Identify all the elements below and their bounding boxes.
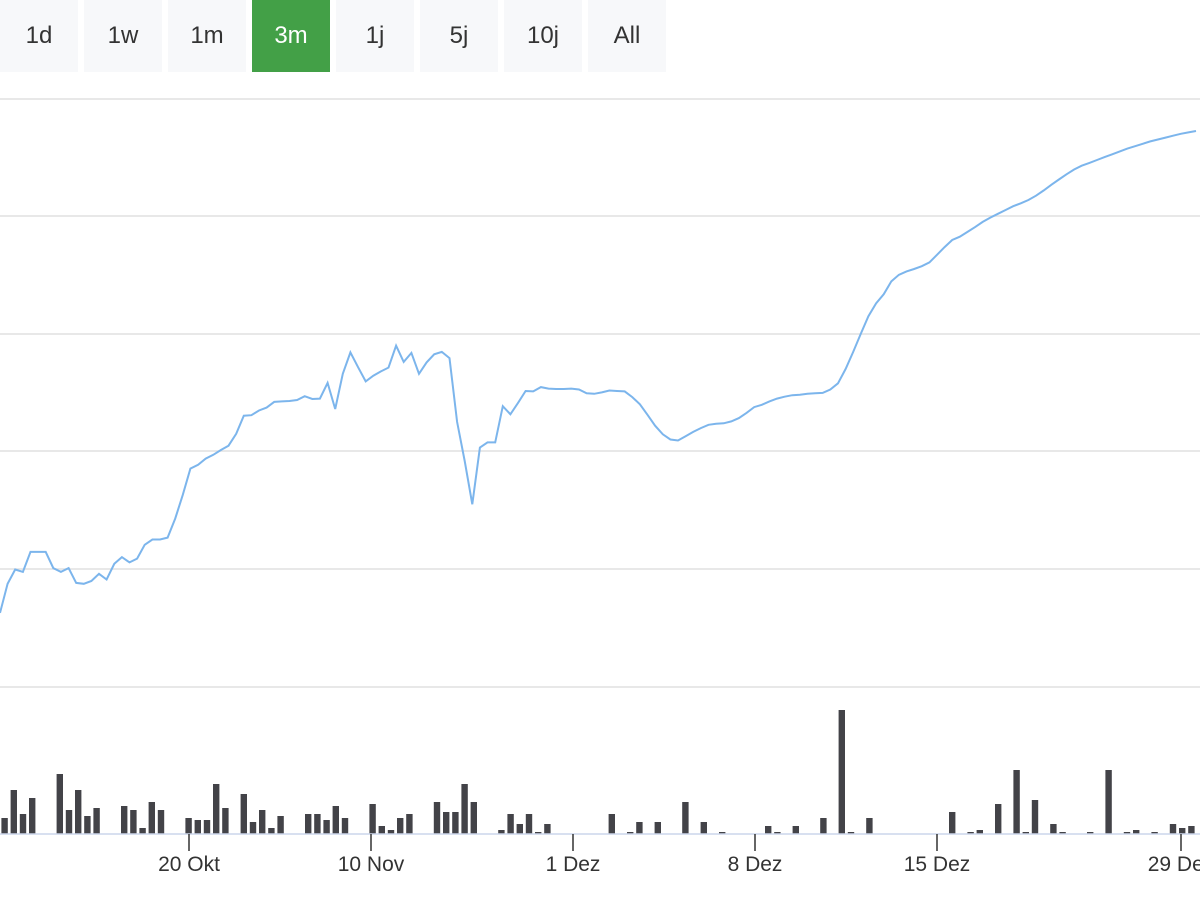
- range-button-1d[interactable]: 1d: [0, 0, 78, 72]
- volume-bar: [765, 826, 772, 834]
- volume-bar: [1, 818, 8, 834]
- volume-bar: [967, 832, 974, 834]
- volume-bar: [157, 810, 165, 834]
- volume-bar: [470, 802, 477, 834]
- range-button-1m[interactable]: 1m: [168, 0, 246, 72]
- x-axis: 20 Okt 10 Nov 1 Dez 8 Dez 15 Dez 29 Dez: [0, 833, 1200, 876]
- volume-bar: [268, 828, 275, 834]
- volume-bar: [1169, 824, 1177, 834]
- volume-bar: [130, 810, 137, 834]
- volume-bars: [1, 710, 1195, 834]
- volume-bar: [194, 820, 201, 834]
- volume-bar: [93, 808, 100, 834]
- x-tick-label: 1 Dez: [546, 853, 601, 876]
- range-button-all[interactable]: All: [588, 0, 666, 72]
- volume-bar: [1031, 800, 1039, 834]
- volume-bar: [19, 814, 27, 834]
- volume-bar: [700, 822, 707, 834]
- volume-bar: [341, 818, 349, 834]
- volume-bar: [1188, 826, 1195, 834]
- volume-bar: [185, 818, 192, 834]
- volume-bar: [443, 812, 450, 834]
- volume-bar: [995, 804, 1002, 834]
- volume-bar: [461, 784, 468, 834]
- volume-bar: [397, 818, 404, 834]
- volume-bar: [1050, 824, 1057, 834]
- volume-bar: [792, 826, 799, 834]
- price-line: [0, 130, 1197, 614]
- volume-bar: [84, 816, 91, 834]
- volume-bar: [535, 832, 542, 834]
- volume-bar: [29, 798, 36, 834]
- volume-bar: [1022, 832, 1029, 834]
- x-tick-label: 15 Dez: [904, 853, 971, 876]
- volume-bar: [378, 826, 385, 834]
- volume-bar: [949, 812, 956, 834]
- volume-bar: [1059, 832, 1066, 834]
- volume-bar: [1123, 832, 1131, 834]
- volume-bar: [121, 806, 128, 834]
- volume-bar: [433, 802, 441, 834]
- volume-bar: [75, 790, 82, 834]
- range-button-5j[interactable]: 5j: [420, 0, 498, 72]
- volume-bar: [452, 812, 459, 834]
- volume-bar: [719, 832, 726, 834]
- volume-bar: [636, 822, 643, 834]
- volume-bar: [507, 814, 514, 834]
- x-tick-label: 20 Okt: [158, 853, 220, 876]
- volume-bar: [148, 802, 155, 834]
- volume-bar: [820, 818, 827, 834]
- x-tick-label: 10 Nov: [338, 853, 405, 876]
- volume-bar: [847, 832, 855, 834]
- volume-bar: [56, 774, 63, 834]
- volume-bar: [10, 790, 17, 834]
- volume-bar: [1133, 830, 1140, 834]
- range-button-3m[interactable]: 3m: [252, 0, 330, 72]
- grid-lines: [0, 98, 1200, 688]
- volume-bar: [213, 784, 220, 834]
- volume-bar: [608, 814, 615, 834]
- volume-bar: [1013, 770, 1020, 834]
- volume-bar: [654, 822, 661, 834]
- x-tick-label: 8 Dez: [728, 853, 783, 876]
- volume-bar: [203, 820, 211, 834]
- range-button-10j[interactable]: 10j: [504, 0, 582, 72]
- volume-bar: [249, 822, 257, 834]
- volume-bar: [774, 832, 781, 834]
- range-button-1w[interactable]: 1w: [84, 0, 162, 72]
- volume-bar: [516, 824, 523, 834]
- volume-bar: [525, 814, 533, 834]
- volume-bar: [240, 794, 247, 834]
- volume-bar: [259, 810, 266, 834]
- volume-bar: [544, 824, 551, 834]
- volume-bar: [406, 814, 413, 834]
- volume-bar: [1151, 832, 1158, 834]
- x-tick-label: 29 Dez: [1148, 853, 1200, 876]
- range-selector: 1d 1w 1m 3m 1j 5j 10j All: [0, 0, 672, 72]
- volume-bar: [866, 818, 873, 834]
- volume-bar: [838, 710, 845, 834]
- volume-bar: [139, 828, 146, 834]
- price-line-series: [0, 130, 1197, 614]
- volume-bar: [314, 814, 321, 834]
- volume-bar: [369, 804, 376, 834]
- volume-bar: [627, 832, 634, 834]
- volume-bar: [332, 806, 339, 834]
- volume-bar: [976, 830, 983, 834]
- volume-bar: [305, 814, 312, 834]
- volume-bar: [222, 808, 229, 834]
- volume-bar: [1179, 828, 1186, 834]
- volume-bar: [65, 810, 73, 834]
- volume-bar: [1087, 832, 1094, 834]
- volume-bar: [1105, 770, 1112, 834]
- volume-bar: [323, 820, 330, 834]
- volume-bar: [498, 830, 505, 834]
- volume-bar: [387, 830, 395, 834]
- volume-bar: [277, 816, 284, 834]
- range-button-1j[interactable]: 1j: [336, 0, 414, 72]
- volume-bar: [682, 802, 689, 834]
